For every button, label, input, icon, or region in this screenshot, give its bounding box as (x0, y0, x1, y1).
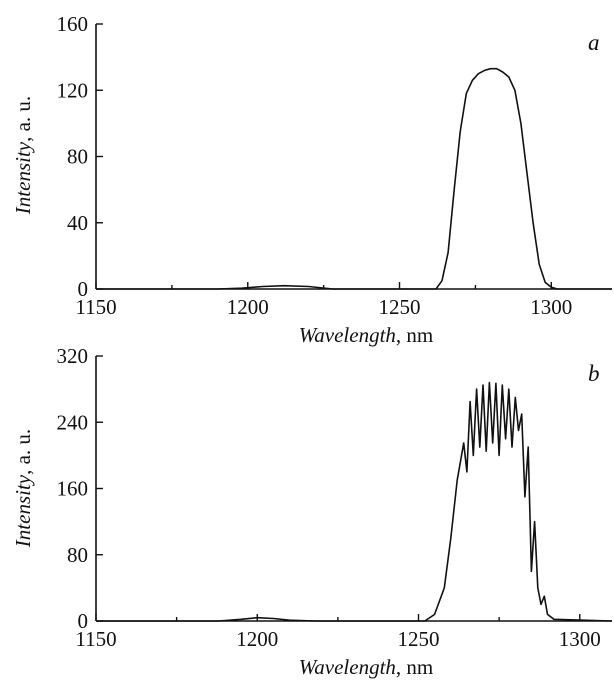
panel-b-ylabel-name: Intensity (11, 474, 35, 548)
panel-b-xlabel-unit: , nm (396, 655, 433, 679)
panel-a-y-ticks: 0 40 80 120 160 (57, 12, 103, 301)
panel-b-x-tick-label: 1250 (398, 627, 440, 651)
panel-a-xlabel-unit: , nm (396, 323, 433, 347)
panel-a-spectrum-line (96, 67, 612, 290)
panel-b-x-tick-label: 1200 (236, 627, 278, 651)
panel-b-y-ticks: 0 80 160 240 320 (57, 344, 103, 633)
panel-a-y-tick-label: 120 (57, 78, 89, 102)
panel-b-ylabel: Intensity, a. u. (11, 429, 35, 548)
panel-a-xlabel: Wavelength, nm (299, 323, 434, 347)
panel-b: 0 80 160 240 320 1150 1200 1250 1300 b Waveleng… (11, 344, 613, 679)
panel-a-y-tick-label: 80 (67, 145, 88, 169)
panel-a-x-tick-label: 1150 (75, 295, 116, 319)
panel-a-xlabel-name: Wavelength (299, 323, 396, 347)
panel-b-ylabel-unit: , a. u. (11, 429, 35, 475)
panel-a-ylabel-unit: , a. u. (11, 96, 35, 142)
panel-b-x-ticks: 1150 1200 1250 1300 (75, 614, 601, 651)
panel-b-xlabel: Wavelength, nm (299, 655, 434, 679)
panel-a-y-tick-label: 160 (57, 12, 89, 36)
panel-b-y-tick-label: 160 (57, 477, 89, 501)
panel-b-x-tick-label: 1150 (75, 627, 116, 651)
panel-b-spectrum-line (96, 381, 613, 622)
panel-b-xlabel-name: Wavelength (299, 655, 396, 679)
panel-a-x-tick-label: 1250 (379, 295, 421, 319)
panel-a-x-tick-label: 1300 (530, 295, 572, 319)
panel-b-y-tick-label: 80 (67, 543, 88, 567)
panel-b-y-tick-label: 320 (57, 344, 89, 368)
panel-b-y-tick-label: 240 (57, 410, 89, 434)
panel-a-ylabel-name: Intensity (11, 141, 35, 215)
panel-b-x-tick-label: 1300 (559, 627, 601, 651)
panel-a-ylabel: Intensity, a. u. (11, 96, 35, 215)
panel-a-y-tick-label: 0 (78, 277, 89, 301)
panel-a-y-tick-label: 40 (67, 211, 88, 235)
panel-a-letter: a (588, 30, 600, 55)
panel-b-letter: b (588, 361, 600, 386)
panel-a: 0 40 80 120 160 1150 1200 1250 1300 a Wavelengt… (11, 12, 612, 347)
panel-b-y-tick-label: 0 (78, 609, 89, 633)
panel-a-x-tick-label: 1200 (227, 295, 269, 319)
